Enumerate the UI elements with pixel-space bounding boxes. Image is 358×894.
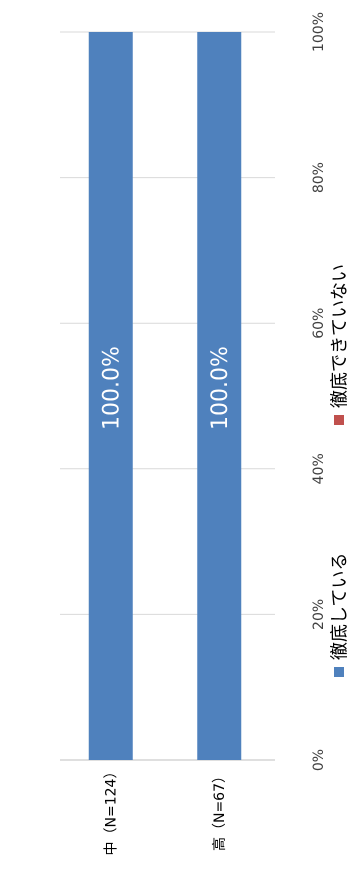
data-label: 100.0%	[99, 346, 124, 430]
category-labels: 中（N=124） 高（N=67）	[104, 765, 229, 856]
plot-area: 100.0% 100.0%	[60, 31, 275, 761]
category-label: 中（N=124）	[104, 765, 120, 856]
tick-label: 100%	[311, 12, 327, 52]
category-label: 高（N=67）	[211, 769, 228, 851]
tick-label: 20%	[311, 599, 327, 630]
legend-swatch	[334, 415, 344, 425]
value-axis-tick-labels: 0% 20% 40% 60% 80% 100%	[311, 12, 327, 771]
tick-label: 60%	[311, 308, 327, 339]
bars	[88, 32, 242, 760]
tick-label: 40%	[311, 453, 327, 484]
tick-label: 80%	[311, 162, 327, 193]
bar-segment	[197, 32, 242, 760]
legend-label: 徹底できていない	[329, 264, 350, 408]
data-labels: 100.0% 100.0%	[99, 346, 233, 430]
bar-segment	[88, 32, 133, 760]
legend-label: 徹底している	[329, 553, 350, 660]
legend: 徹底している 徹底できていない	[329, 264, 350, 677]
data-label: 100.0%	[208, 346, 233, 430]
legend-swatch	[334, 667, 344, 677]
tick-label: 0%	[311, 749, 327, 771]
